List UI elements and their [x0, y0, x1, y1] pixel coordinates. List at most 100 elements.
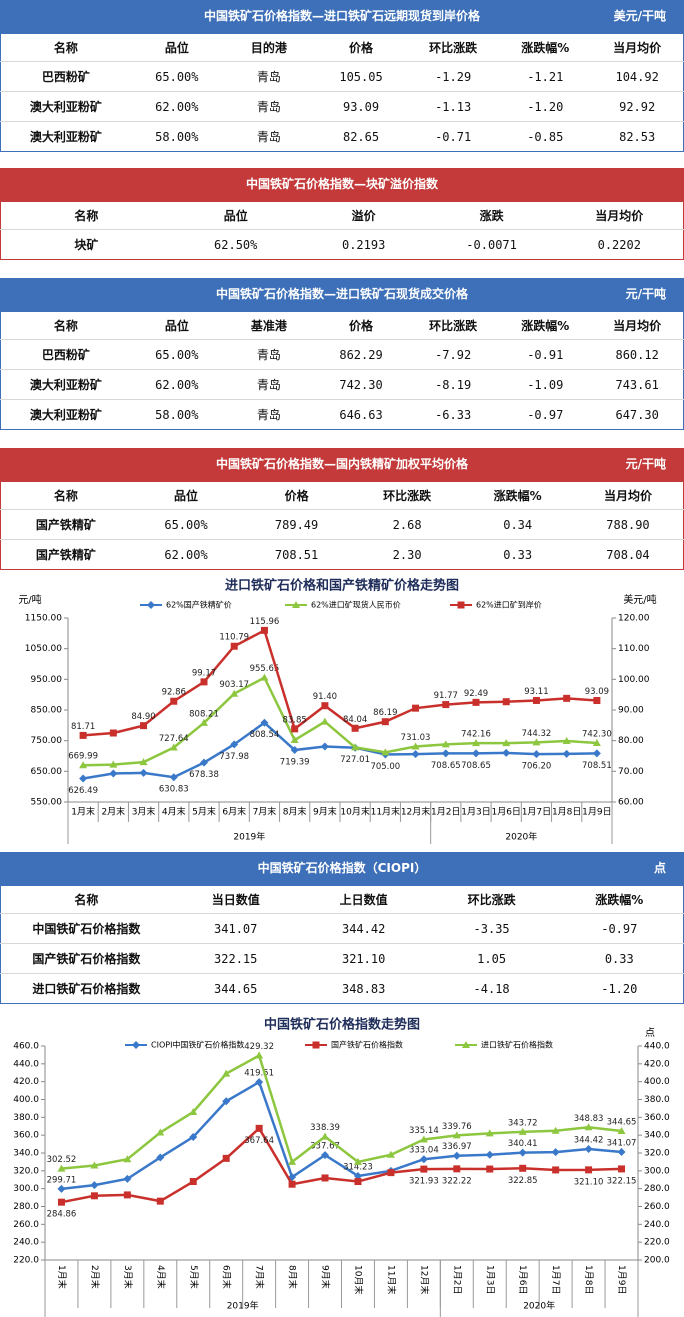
data-point — [532, 738, 541, 746]
cell: -1.13 — [407, 91, 500, 122]
data-point — [441, 749, 450, 758]
data-label: 284.86 — [47, 1210, 77, 1220]
data-point — [452, 1131, 461, 1139]
y2-tick-label: 280.0 — [644, 1184, 670, 1194]
cell: 0.34 — [462, 509, 573, 540]
cell: 青岛 — [222, 121, 315, 152]
chart-title: 进口铁矿石价格和国产铁精矿价格走势图 — [225, 578, 459, 594]
legend-marker — [132, 1041, 140, 1049]
data-point — [532, 696, 540, 704]
table-unit: 元/干吨 — [625, 287, 666, 301]
y-tick-label: 400.0 — [13, 1095, 39, 1105]
data-label: 92.86 — [162, 688, 186, 698]
data-point — [584, 1123, 593, 1131]
data-label: 731.03 — [401, 733, 431, 743]
legend-label: 进口铁矿石价格指数 — [481, 1040, 553, 1050]
y2-tick-label: 440.0 — [644, 1042, 670, 1052]
cell: -1.29 — [407, 61, 500, 92]
y2-tick-label: 220.0 — [644, 1238, 670, 1248]
x-tick-label: 1月3日 — [461, 807, 490, 818]
table-unit: 元/干吨 — [625, 457, 666, 471]
data-label: 705.00 — [370, 762, 400, 772]
data-point — [584, 1145, 593, 1154]
x-tick-label: 3月末 — [132, 806, 156, 818]
data-label: 344.42 — [574, 1136, 604, 1146]
cell: -0.91 — [499, 339, 592, 370]
row-name: 巴西粉矿 — [0, 339, 131, 370]
row-name: 巴西粉矿 — [0, 61, 131, 92]
legend-marker — [292, 601, 300, 608]
data-point — [351, 743, 360, 751]
data-point — [519, 1164, 527, 1172]
y2-tick-label: 300.0 — [644, 1166, 670, 1176]
cell: 1.05 — [427, 943, 556, 974]
cell: -0.71 — [407, 121, 500, 152]
data-point — [618, 1165, 626, 1173]
y-tick-label: 260.0 — [13, 1220, 39, 1230]
data-label: 429.32 — [244, 1042, 274, 1052]
table-unit: 美元/干吨 — [613, 9, 666, 23]
data-point — [79, 761, 88, 769]
data-label: 808.21 — [189, 709, 219, 719]
data-point — [552, 1166, 560, 1174]
x-tick-label: 1月7日 — [550, 1265, 561, 1294]
row-name: 国产铁精矿 — [0, 509, 131, 540]
x-tick-label: 9月末 — [313, 806, 337, 818]
x-tick-label: 1月8日 — [552, 807, 581, 818]
header-row: 名称 品位 溢价 涨跌 当月均价 — [1, 202, 684, 230]
y-tick-label: 300.0 — [13, 1184, 39, 1194]
data-label: 742.16 — [461, 730, 491, 740]
data-point — [320, 742, 329, 751]
data-label: 322.15 — [607, 1176, 637, 1186]
row-name: 国产铁矿石价格指数 — [0, 943, 172, 974]
data-label: 92.49 — [464, 689, 488, 699]
data-table: 名称 品位 价格 环比涨跌 涨跌幅% 当月均价 国产铁精矿 65.00% 789.49 2.68 0… — [0, 481, 684, 570]
legend-label: 62%进口矿现货人民币价 — [311, 600, 401, 610]
y-tick-label: 360.0 — [13, 1131, 39, 1141]
data-label: 706.20 — [522, 762, 552, 772]
data-label: 903.17 — [219, 680, 249, 690]
data-label: 678.38 — [189, 770, 219, 780]
table-title-bar: 中国铁矿石价格指数—块矿溢价指数 — [0, 168, 684, 201]
cell: 82.65 — [314, 121, 408, 152]
y2-tick-label: 420.0 — [644, 1059, 670, 1069]
x-tick-label: 2月末 — [101, 806, 125, 818]
series-line — [61, 1053, 622, 1170]
table-title: 中国铁矿石价格指数—块矿溢价指数 — [245, 177, 438, 191]
cell: 62.00% — [130, 369, 223, 400]
data-label: 337.67 — [310, 1142, 340, 1152]
cell: 344.65 — [171, 973, 300, 1004]
cell: -8.19 — [407, 369, 500, 400]
data-label: 630.83 — [159, 785, 189, 795]
data-point — [321, 1132, 330, 1140]
column-header: 环比涨跌 — [429, 41, 478, 55]
cell: 青岛 — [222, 339, 315, 370]
data-point — [109, 769, 118, 778]
row-name: 块矿 — [0, 229, 172, 260]
row-name: 澳大利亚粉矿 — [0, 121, 131, 152]
cell: -4.18 — [427, 973, 556, 1004]
cell: -3.35 — [427, 913, 556, 944]
table-row: 国产铁精矿 62.00% 708.51 2.30 0.33 708.04 — [0, 539, 684, 570]
data-label: 344.65 — [607, 1118, 637, 1128]
header-row: 名称 品位 价格 环比涨跌 涨跌幅% 当月均价 — [1, 482, 684, 510]
data-point — [189, 1107, 198, 1115]
data-label: 321.10 — [574, 1177, 604, 1187]
legend-label: CIOPI中国铁矿石价格指数 — [151, 1040, 244, 1050]
column-header: 名称 — [74, 893, 99, 907]
y-tick-label: 750.00 — [31, 736, 63, 746]
cell: 104.92 — [591, 61, 684, 92]
column-header: 涨跌幅% — [521, 41, 570, 55]
data-label: 708.65 — [461, 761, 491, 771]
data-point — [255, 1124, 263, 1132]
column-header: 名称 — [74, 209, 99, 223]
table-row: 国产铁矿石价格指数 322.15 321.10 1.05 0.33 — [0, 943, 684, 974]
column-header: 目的港 — [250, 41, 287, 55]
data-point — [139, 758, 148, 766]
y2-tick-label: 80.00 — [618, 736, 644, 746]
series-line — [82, 721, 597, 780]
data-point — [109, 729, 117, 737]
data-label: 314.23 — [343, 1162, 373, 1172]
table-row: 澳大利亚粉矿 58.00% 青岛 646.63 -6.33 -0.97 647.30 — [0, 399, 684, 430]
data-point — [109, 760, 118, 768]
